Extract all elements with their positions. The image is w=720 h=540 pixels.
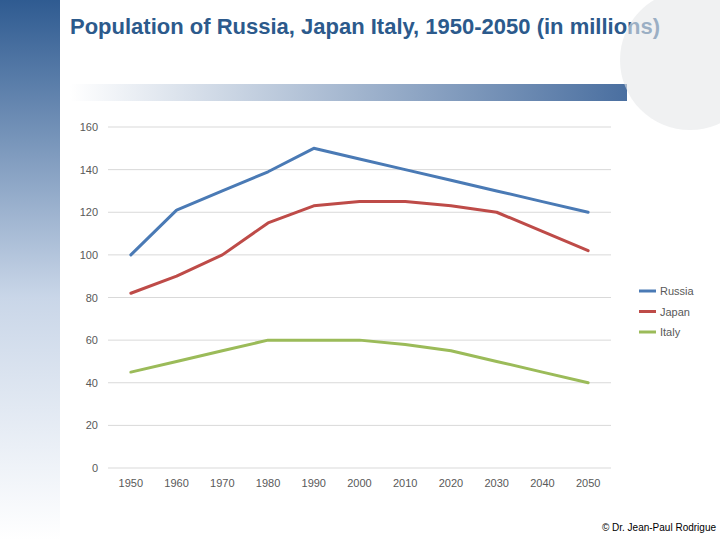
legend-key xyxy=(639,310,656,313)
grid-line xyxy=(108,254,611,255)
legend-key xyxy=(639,290,656,293)
x-tick-label: 1950 xyxy=(119,477,143,489)
grid-line xyxy=(108,468,611,469)
series-line xyxy=(131,202,588,294)
x-tick-label: 2040 xyxy=(530,477,554,489)
credit: © Dr. Jean-Paul Rodrigue xyxy=(602,522,717,533)
x-tick-label: 1990 xyxy=(302,477,326,489)
y-tick-label: 160 xyxy=(80,121,98,133)
grid-line xyxy=(108,382,611,383)
x-tick-label: 2050 xyxy=(576,477,600,489)
lines xyxy=(131,148,588,382)
y-tick-label: 100 xyxy=(80,249,98,261)
grid-line xyxy=(108,127,611,128)
y-tick-label: 0 xyxy=(92,462,98,474)
header-band xyxy=(70,84,627,101)
x-tick-label: 1960 xyxy=(164,477,188,489)
title: Population of Russia, Japan Italy, 1950-… xyxy=(70,8,710,46)
y-tick-label: 20 xyxy=(86,419,98,431)
legend-label: Russia xyxy=(660,285,695,297)
side-band xyxy=(0,0,60,540)
x-tick-label: 2030 xyxy=(484,477,508,489)
grid-line xyxy=(108,169,611,170)
series-line xyxy=(131,340,588,383)
y-tick-label: 60 xyxy=(86,334,98,346)
legend-label: Japan xyxy=(660,306,690,318)
y-tick-label: 120 xyxy=(80,206,98,218)
grid-line xyxy=(108,425,611,426)
x-tick-label: 2000 xyxy=(347,477,371,489)
grid-line xyxy=(108,297,611,298)
x-tick-label: 1980 xyxy=(256,477,280,489)
x-tick-label: 2020 xyxy=(439,477,463,489)
grid-line xyxy=(108,212,611,213)
globe xyxy=(620,0,720,130)
legend-key xyxy=(639,331,656,334)
x-tick-label: 1970 xyxy=(210,477,234,489)
x-tick-label: 2010 xyxy=(393,477,417,489)
y-tick-label: 80 xyxy=(86,292,98,304)
chart: 0204060801001201401601950196019701980199… xyxy=(0,0,720,540)
y-tick-label: 140 xyxy=(80,164,98,176)
y-tick-label: 40 xyxy=(86,377,98,389)
legend-label: Italy xyxy=(660,326,681,338)
